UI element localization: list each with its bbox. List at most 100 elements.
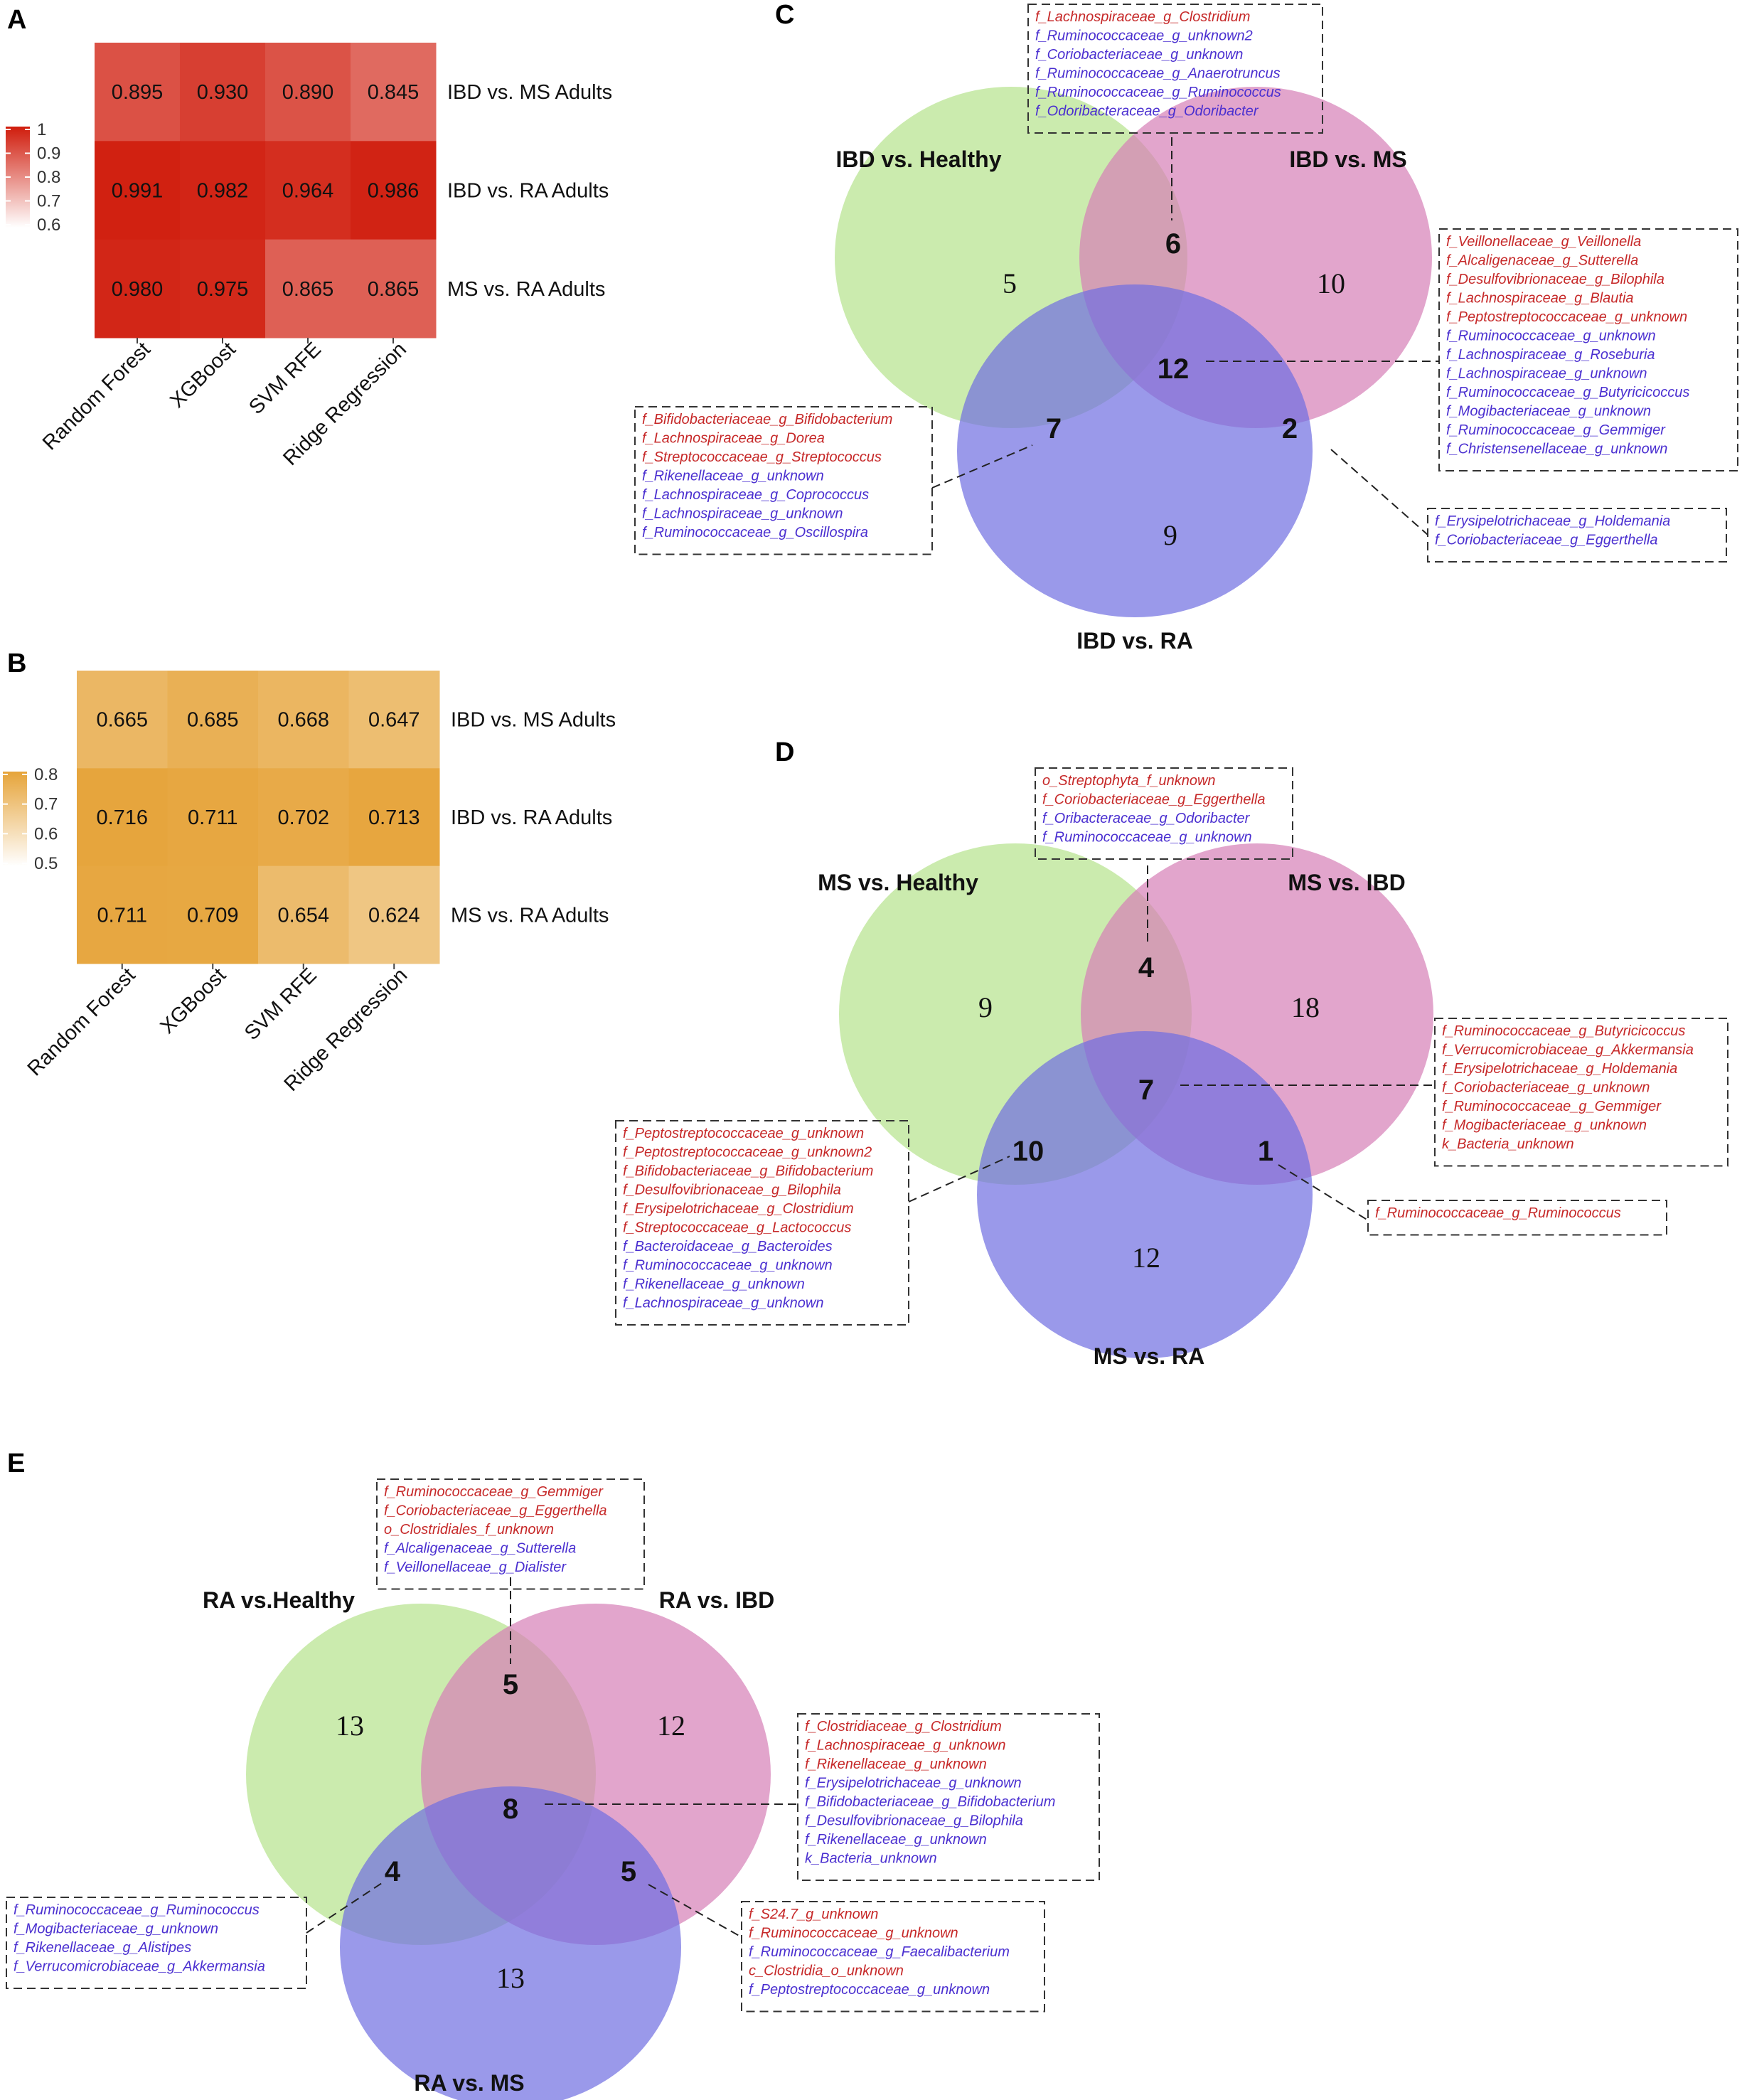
callout-taxon: f_Rikenellaceae_g_unknown (642, 469, 824, 484)
heat-cell-label: 0.975 (197, 278, 249, 301)
callout-taxon: f_Mogibacteriaceae_g_unknown (1446, 404, 1651, 420)
callout-taxon: f_Veillonellaceae_g_Veillonella (1446, 234, 1641, 250)
callout-box (615, 1120, 909, 1326)
callout-taxon: f_Coriobacteriaceae_g_unknown (1035, 47, 1243, 63)
callout-box (1035, 767, 1293, 860)
callout-taxon: f_Erysipelotrichaceae_g_unknown (805, 1776, 1022, 1791)
callout-taxon: f_Ruminococcaceae_g_unknown (749, 1926, 958, 1941)
panel-label-e: E (7, 1449, 25, 1478)
heat-column-label: SVM RFE (245, 338, 326, 419)
panel-label-c: C (775, 0, 794, 30)
heat-cell-label: 0.685 (187, 709, 239, 732)
venn-set-title: IBD vs. MS (1289, 146, 1406, 172)
heat-cell-label: 0.991 (112, 180, 164, 203)
venn-region-count: 18 (1291, 991, 1320, 1023)
heat-cell (167, 671, 259, 769)
callout-taxon: f_Coriobacteriaceae_g_Eggerthella (1042, 792, 1266, 808)
heat-cell-label: 0.702 (277, 806, 329, 829)
callout-taxon: f_Lachnospiraceae_g_unknown (805, 1738, 1005, 1754)
callout-taxon: f_Rikenellaceae_g_unknown (623, 1276, 805, 1292)
heat-cell-label: 0.980 (112, 278, 164, 301)
heat-row-label: IBD vs. MS Adults (451, 709, 616, 732)
callout-taxon: f_Ruminococcaceae_g_Oscillospira (642, 525, 868, 540)
callout-taxon: f_Peptostreptococcaceae_g_unknown2 (623, 1145, 872, 1161)
panel-label-b: B (7, 649, 26, 678)
venn-region-count: 4 (385, 1856, 401, 1887)
callout-box (797, 1713, 1100, 1881)
callout-box (6, 1897, 307, 1989)
callout-taxon: f_Ruminococcaceae_g_Ruminococcus (1375, 1205, 1621, 1221)
callout-taxon: f_Ruminococcaceae_g_Ruminococcus (14, 1902, 260, 1918)
venn-set-title: MS vs. Healthy (818, 870, 978, 895)
callout-box (1438, 228, 1738, 471)
heat-cell-label: 0.647 (368, 709, 420, 732)
callout-taxon: f_Desulfovibrionaceae_g_Bilophila (805, 1813, 1023, 1829)
venn-set-3-circle (340, 1786, 681, 2100)
callout-taxon: f_Ruminococcaceae_g_unknown2 (1035, 28, 1253, 44)
venn-e: RA vs.Healthy RA vs. IBD RA vs. MS 13 12 13 5 8… (6, 1478, 1100, 2100)
callout-taxon: f_Erysipelotrichaceae_g_Clostridium (623, 1201, 854, 1217)
callout-taxon: f_Ruminococcaceae_g_unknown (623, 1258, 833, 1274)
heatmap-a: 0.895 0.930 0.890 0.845 0.991 0.982 0.964 0.986… (6, 43, 612, 470)
venn-set-title: RA vs. MS (414, 2070, 524, 2096)
venn-set-3-circle (977, 1031, 1313, 1358)
callout-taxon: f_Mogibacteriaceae_g_unknown (1442, 1118, 1647, 1134)
legend-tick-label: 0.7 (34, 795, 58, 814)
callout-taxon: o_Streptophyta_f_unknown (1042, 773, 1216, 789)
callout-taxon: f_Ruminococcaceae_g_Gemmiger (1442, 1099, 1662, 1114)
callout-taxon: f_Clostridiaceae_g_Clostridium (805, 1719, 1002, 1734)
callout-taxon: f_Mogibacteriaceae_g_unknown (14, 1922, 218, 1937)
callout-taxon: f_Desulfovibrionaceae_g_Bilophila (1446, 272, 1664, 287)
venn-region-count: 12 (1158, 353, 1190, 385)
heat-cell (265, 141, 351, 240)
heat-cell (258, 865, 349, 964)
heatmap-b: 0.665 0.685 0.668 0.647 0.716 0.711 0.702 0.713… (3, 671, 616, 1096)
heat-cell-label: 0.986 (368, 180, 420, 203)
heat-cell-label: 0.890 (282, 81, 334, 104)
callout-taxon: f_Ruminococcaceae_g_Faecalibacterium (749, 1944, 1010, 1960)
callout-taxon: f_Lachnospiraceae_g_Blautia (1446, 291, 1634, 307)
heat-cell-label: 0.982 (197, 180, 249, 203)
callout-taxon: k_Bacteria_unknown (1442, 1136, 1574, 1152)
callout-taxon: f_Bifidobacteriaceae_g_Bifidobacterium (642, 412, 892, 427)
heat-cell-label: 0.711 (188, 806, 237, 829)
heat-cell (77, 768, 168, 867)
heat-cell-label: 0.865 (368, 278, 420, 301)
callout-taxon: f_Lachnospiraceae_g_Clostridium (1035, 9, 1250, 25)
heat-cell (348, 768, 440, 867)
callout-taxon: f_Ruminococcaceae_g_Butyricicoccus (1442, 1023, 1685, 1039)
venn-region-count: 5 (503, 1669, 518, 1700)
heat-column-label: Random Forest (23, 964, 140, 1080)
venn-set-title: MS vs. RA (1094, 1343, 1204, 1369)
heat-row-label: IBD vs. RA Adults (447, 180, 609, 203)
callout-taxon: f_Ruminococcaceae_g_Ruminococcus (1035, 85, 1281, 100)
legend-tick-label: 0.6 (34, 824, 58, 843)
callout-taxon: k_Bacteria_unknown (805, 1851, 937, 1867)
heat-cell (351, 239, 437, 339)
heat-cell-label: 0.665 (96, 709, 148, 732)
callout-taxon: f_Lachnospiraceae_g_Roseburia (1446, 347, 1655, 363)
callout-leader (1278, 1164, 1369, 1221)
callout-taxon: f_Lachnospiraceae_g_unknown (642, 506, 843, 522)
venn-region-count: 13 (336, 1710, 364, 1742)
callout-taxon: f_Coriobacteriaceae_g_unknown (1442, 1080, 1650, 1096)
heat-cell-label: 0.964 (282, 180, 334, 203)
heat-cell (351, 43, 437, 142)
callout-taxon: f_Ruminococcaceae_g_Gemmiger (1446, 422, 1666, 438)
venn-region-count: 12 (657, 1710, 685, 1742)
callout-taxon: f_Peptostreptococcaceae_g_unknown (1446, 309, 1687, 325)
heat-row-label: IBD vs. MS Adults (447, 81, 612, 104)
callout-taxon: f_Erysipelotrichaceae_g_Holdemania (1442, 1061, 1677, 1077)
heat-cell (258, 768, 349, 867)
callout-taxon: f_Coriobacteriaceae_g_Eggerthella (1435, 533, 1658, 548)
callout-box (1367, 1200, 1667, 1236)
callout-taxon: f_Streptococcaceae_g_Lactococcus (623, 1220, 851, 1236)
heat-cell (265, 239, 351, 339)
callout-box (1427, 508, 1727, 563)
heat-cell (258, 671, 349, 769)
callout-box (1027, 4, 1323, 134)
heat-cell (180, 239, 266, 339)
callout-taxon: f_Alcaligenaceae_g_Sutterella (1446, 253, 1638, 269)
heat-cell (180, 141, 266, 240)
